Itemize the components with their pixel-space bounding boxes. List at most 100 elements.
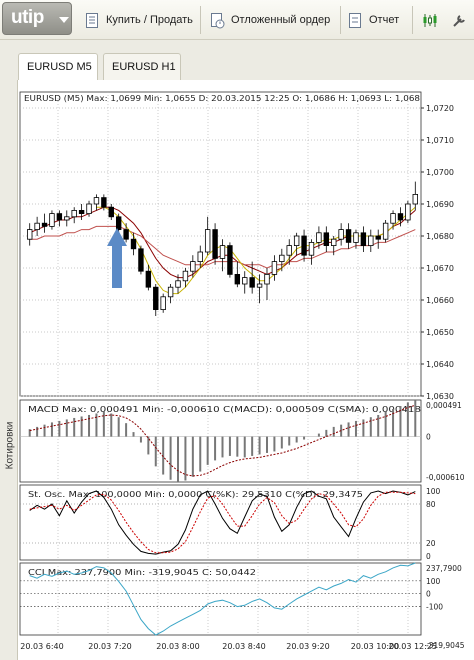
candle-body <box>49 213 55 227</box>
candle-body <box>397 213 404 221</box>
candle-body <box>175 280 181 288</box>
buy-sell-button[interactable]: Купить / Продать <box>85 8 193 32</box>
x-tick-label: 20.03 8:40 <box>222 642 265 651</box>
stoch-y-tick-label: 80 <box>426 500 436 509</box>
macd-header: MACD Max: 0,000491 Min: -0,000610 C(MACD… <box>28 405 421 414</box>
candle-body <box>279 254 285 262</box>
cci-y-tick-label: 100 <box>426 577 441 586</box>
candle-body <box>338 229 344 240</box>
candle-body <box>108 206 114 218</box>
candle-body <box>293 235 300 246</box>
report-label: Отчет <box>369 14 400 26</box>
clock-document-icon <box>210 12 225 29</box>
y-tick-label: 1,0660 <box>426 296 454 305</box>
candle-body <box>405 203 411 221</box>
indicators-button[interactable] <box>422 8 443 32</box>
candle-body <box>227 245 233 275</box>
candle-body <box>412 194 418 205</box>
tab-eurusd-h1[interactable]: EURUSD H1 <box>103 53 181 80</box>
stoch-series-0 <box>29 490 416 555</box>
x-tick-label: 20.03 7:20 <box>88 642 131 651</box>
candle-body <box>316 232 322 243</box>
y-tick-label: 1,0710 <box>426 136 454 145</box>
y-tick-label: 1,0630 <box>426 392 454 401</box>
pending-order-button[interactable]: Отложенный ордер <box>210 8 330 32</box>
macd-y-tick-label: 0 <box>426 433 431 442</box>
candle-body <box>123 229 129 240</box>
stoch-header: St. Osc. Max: 100,0000 Min: 0,0000 C(%K)… <box>28 490 363 499</box>
candle-body <box>286 245 292 256</box>
candle-body <box>115 216 122 231</box>
chart-area[interactable]: 1,0720 1,0710 1,0700 1,0690 1,0680 1,0670 1,06… <box>17 80 474 660</box>
document-icon <box>85 12 100 29</box>
side-panel: Котировки <box>0 80 17 660</box>
chart-tabs: EURUSD M5 EURUSD H1 <box>0 40 474 81</box>
y-tick-label: 1,0650 <box>426 328 454 337</box>
candle-body <box>64 216 70 221</box>
panel-frame-0 <box>19 91 422 397</box>
cci-y-tick-label: 237,7900 <box>426 564 462 573</box>
pending-order-label: Отложенный ордер <box>231 14 331 26</box>
x-tick-label: 20.03 8:00 <box>156 642 199 651</box>
candle-body <box>101 197 107 208</box>
candle-body <box>145 270 152 288</box>
side-label-quotes: Котировки <box>4 421 16 470</box>
indicators-chart-icon <box>422 12 437 29</box>
cci-y-tick-label: -100 <box>426 603 443 612</box>
chart-header: EURUSD (M5) Max: 1,0699 Min: 1,0655 D: 2… <box>24 94 420 103</box>
candle-body <box>353 232 359 243</box>
y-tick-label: 1,0700 <box>426 168 454 177</box>
candle-body <box>234 273 241 285</box>
candle-body <box>308 241 315 256</box>
candle-body <box>41 222 48 227</box>
candle-body <box>368 235 374 246</box>
up-arrow-shaft <box>112 244 122 288</box>
candle-body <box>167 286 174 298</box>
y-tick-label: 1,0720 <box>426 104 454 113</box>
candle-body <box>331 238 337 246</box>
candle-body <box>34 222 40 230</box>
candle-body <box>382 222 389 240</box>
toolbar-separator <box>200 6 201 34</box>
report-button[interactable]: Отчет <box>348 8 399 32</box>
chevron-down-icon <box>59 17 69 23</box>
candle-body <box>153 286 159 310</box>
candle-body <box>264 273 270 285</box>
logo-menu-button[interactable]: utip <box>2 2 72 35</box>
tab-eurusd-m5[interactable]: EURUSD M5 <box>18 53 98 81</box>
candle-body <box>204 229 211 253</box>
y-tick-label: 1,0670 <box>426 264 454 273</box>
candle-body <box>360 232 367 247</box>
candle-body <box>190 261 196 272</box>
cci-y-tick-label: -319,9045 <box>426 641 465 650</box>
candle-body <box>93 197 100 205</box>
settings-button[interactable] <box>451 8 472 32</box>
macd-y-tick-label: -0,000610 <box>426 473 465 482</box>
y-tick-label: 1,0690 <box>426 200 454 209</box>
candle-body <box>219 245 226 259</box>
candle-body <box>271 261 278 275</box>
panel-frame-3 <box>19 562 422 636</box>
candle-body <box>130 238 137 250</box>
logo: utip <box>11 7 44 28</box>
up-arrow-head <box>107 228 127 246</box>
toolbar-separator <box>412 6 413 34</box>
candle-body <box>56 213 63 221</box>
wrench-icon <box>451 12 466 29</box>
candle-body <box>27 229 33 240</box>
candle-body <box>390 213 396 224</box>
candle-body <box>160 296 166 311</box>
candle-body <box>375 235 381 240</box>
candle-body <box>345 229 352 243</box>
macd-signal-line <box>29 404 416 477</box>
x-tick-label: 20.03 6:40 <box>20 642 63 651</box>
candle-body <box>86 203 92 214</box>
chart-canvas: 1,0720 1,0710 1,0700 1,0690 1,0680 1,0670 1,06… <box>19 91 465 651</box>
stoch-series-1 <box>29 491 416 554</box>
x-tick-label: 20.03 10:00 <box>351 642 400 651</box>
stoch-y-tick-label: 20 <box>426 539 436 548</box>
buy-sell-label: Купить / Продать <box>106 14 193 26</box>
cci-y-tick-label: 0 <box>426 590 431 599</box>
cci-line <box>29 562 416 636</box>
